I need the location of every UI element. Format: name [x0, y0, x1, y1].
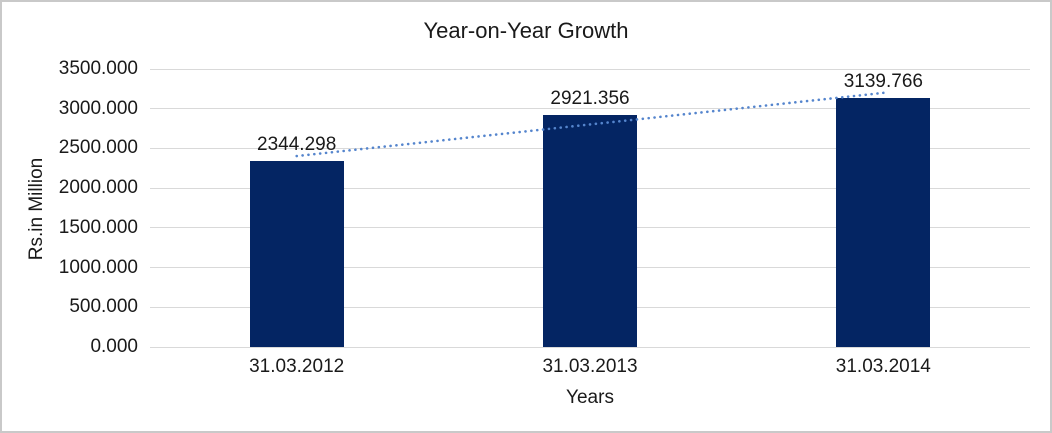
y-axis-tick-label: 500.000 — [69, 296, 138, 318]
y-axis-title: Rs.in Million — [26, 157, 47, 261]
x-axis-title: Years — [566, 387, 614, 408]
bar — [543, 114, 637, 347]
x-axis-category-label: 31.03.2013 — [542, 356, 638, 377]
bar-data-label: 2344.298 — [257, 133, 337, 155]
y-axis-tick-label: 2000.000 — [58, 177, 138, 199]
bar-data-label: 3139.766 — [843, 70, 923, 92]
gridline — [150, 346, 1030, 348]
bar — [249, 160, 344, 347]
y-axis-tick-label: 2500.000 — [58, 137, 138, 159]
x-axis-category-label: 31.03.2014 — [835, 356, 931, 377]
bar — [836, 97, 931, 347]
y-axis-tick-label: 3000.000 — [58, 97, 138, 119]
bar-data-label: 2921.356 — [550, 87, 630, 109]
y-axis-tick-label: 0.000 — [90, 336, 138, 357]
gridline — [150, 68, 1030, 70]
y-axis-tick-label: 1000.000 — [58, 256, 138, 278]
x-axis-category-label: 31.03.2012 — [249, 356, 345, 377]
y-axis-tick-label: 1500.000 — [58, 216, 138, 238]
chart-title: Year-on-Year Growth — [423, 18, 629, 43]
y-axis-tick-label: 3500.000 — [58, 58, 138, 79]
